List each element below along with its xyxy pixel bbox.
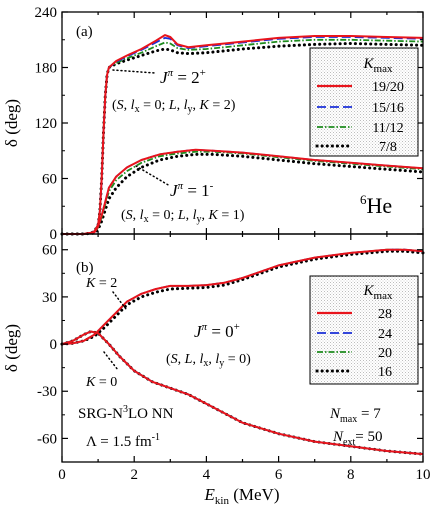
annotation-interaction: SRG-N3LO NN	[78, 404, 174, 422]
x-tick-label: 10	[416, 467, 431, 483]
y-tick-label: 0	[50, 337, 58, 353]
annotation-leader	[112, 291, 127, 310]
panel-a-legend-box	[309, 47, 419, 157]
annotation-jpi-0plus: Jπ = 0+	[194, 321, 240, 341]
panel-a-legend-label-3: 11/12	[372, 121, 403, 136]
panel-a: 0 60 120 180 240 (a) δ (deg) Kmax 19/20 15/1…	[2, 5, 425, 243]
annotation-jpi-1minus: Jπ = 1-	[170, 180, 214, 200]
panel-a-legend-title: Kmax	[363, 56, 393, 75]
panel-a-legend-item-4: 7/8	[315, 140, 397, 155]
y-tick-label: 120	[35, 116, 58, 132]
panel-b-legend-label-4: 16	[378, 365, 392, 380]
panel-b-legend-title: Kmax	[363, 283, 393, 302]
annotation-quantum-k1: (S, lx = 0; L, ly, K = 1)	[121, 208, 245, 225]
annotation-nmax: Nmax = 7	[329, 406, 381, 425]
panel-a-curves	[60, 34, 425, 236]
panel-b-xlabel: Ekin (MeV)	[204, 485, 280, 507]
panel-b-curves	[60, 248, 425, 456]
panel-a-legend-item-2: 15/16	[317, 101, 404, 116]
series-curve-j1-7-8	[60, 152, 425, 236]
y-tick-label: 240	[35, 5, 58, 21]
annotation-quantum-k2: (S, lx = 0; L, ly, K = 2)	[112, 98, 236, 115]
series-curve-k0-28	[61, 330, 424, 456]
annotation-cutoff: Λ = 1.5 fm-1	[86, 432, 160, 450]
panel-b-label: (b)	[76, 260, 94, 276]
y-tick-label: 60	[42, 172, 57, 188]
x-tick-label: 2	[130, 467, 138, 483]
panel-a-legend-item-3: 11/12	[317, 121, 404, 136]
panel-b-legend-item-2: 24	[317, 327, 392, 342]
panel-b-legend-label-2: 24	[378, 327, 392, 342]
annotation-leader	[112, 69, 156, 74]
panel-a-ticks: 0 60 120 180 240	[35, 5, 424, 243]
panel-a-legend: Kmax 19/20 15/16 11/12 7/8	[309, 47, 419, 157]
panel-b-legend-label-3: 20	[378, 346, 392, 361]
annotation-leader	[103, 351, 119, 371]
series-curve-j2-11-12	[62, 38, 424, 235]
y-tick-label: 30	[42, 290, 57, 306]
annotation-nucleus-6he: 6He	[360, 192, 392, 218]
y-tick-label: 0	[50, 227, 58, 243]
panel-a-annotations: Jπ = 2+ (S, lx = 0; L, ly, K = 2) Jπ = 1…	[112, 67, 392, 225]
x-tick-label: 0	[58, 467, 66, 483]
panel-a-legend-label-4: 7/8	[379, 140, 397, 155]
panel-b-legend-item-1: 28	[317, 307, 392, 322]
panel-b-legend-item-4: 16	[315, 365, 392, 380]
panel-b-legend-item-3: 20	[317, 346, 392, 361]
panel-a-legend-label-1: 19/20	[372, 80, 404, 95]
panel-b-ylabel: δ (deg)	[2, 324, 21, 372]
panel-b-legend: Kmax 28 24 20 16	[309, 275, 419, 385]
panel-a-legend-label-2: 15/16	[372, 101, 404, 116]
panel-a-legend-item-1: 19/20	[317, 80, 404, 95]
annotation-k2: K = 2	[85, 276, 117, 291]
annotation-quantum-0plus: (S, L, lx, ly = 0)	[166, 352, 251, 369]
series-curve-j2-19-20	[62, 34, 424, 235]
series-curve-j1-19-20	[62, 148, 424, 235]
y-tick-label: 60	[42, 243, 57, 259]
annotation-jpi-2plus: Jπ = 2+	[160, 67, 206, 87]
x-tick-label: 6	[275, 467, 283, 483]
y-tick-label: 180	[35, 61, 58, 77]
panel-a-ylabel: δ (deg)	[2, 99, 21, 147]
series-curve-k2-16	[60, 249, 425, 346]
annotation-k0: K = 0	[85, 375, 117, 390]
x-tick-label: 4	[203, 467, 211, 483]
x-tick-label: 8	[347, 467, 355, 483]
y-tick-label: -30	[37, 384, 57, 400]
panel-a-label: (a)	[76, 24, 93, 40]
panel-b-legend-box	[309, 275, 419, 385]
annotation-next: Next= 50	[332, 429, 382, 448]
annotation-leader	[135, 165, 171, 187]
y-tick-label: -60	[37, 431, 57, 447]
panel-b-annotations: K = 2 K = 0 Jπ = 0+ (S, L, lx, ly = 0) S…	[78, 276, 382, 450]
panel-b-legend-label-1: 28	[378, 307, 392, 322]
series-curve-k2-28	[61, 248, 424, 346]
